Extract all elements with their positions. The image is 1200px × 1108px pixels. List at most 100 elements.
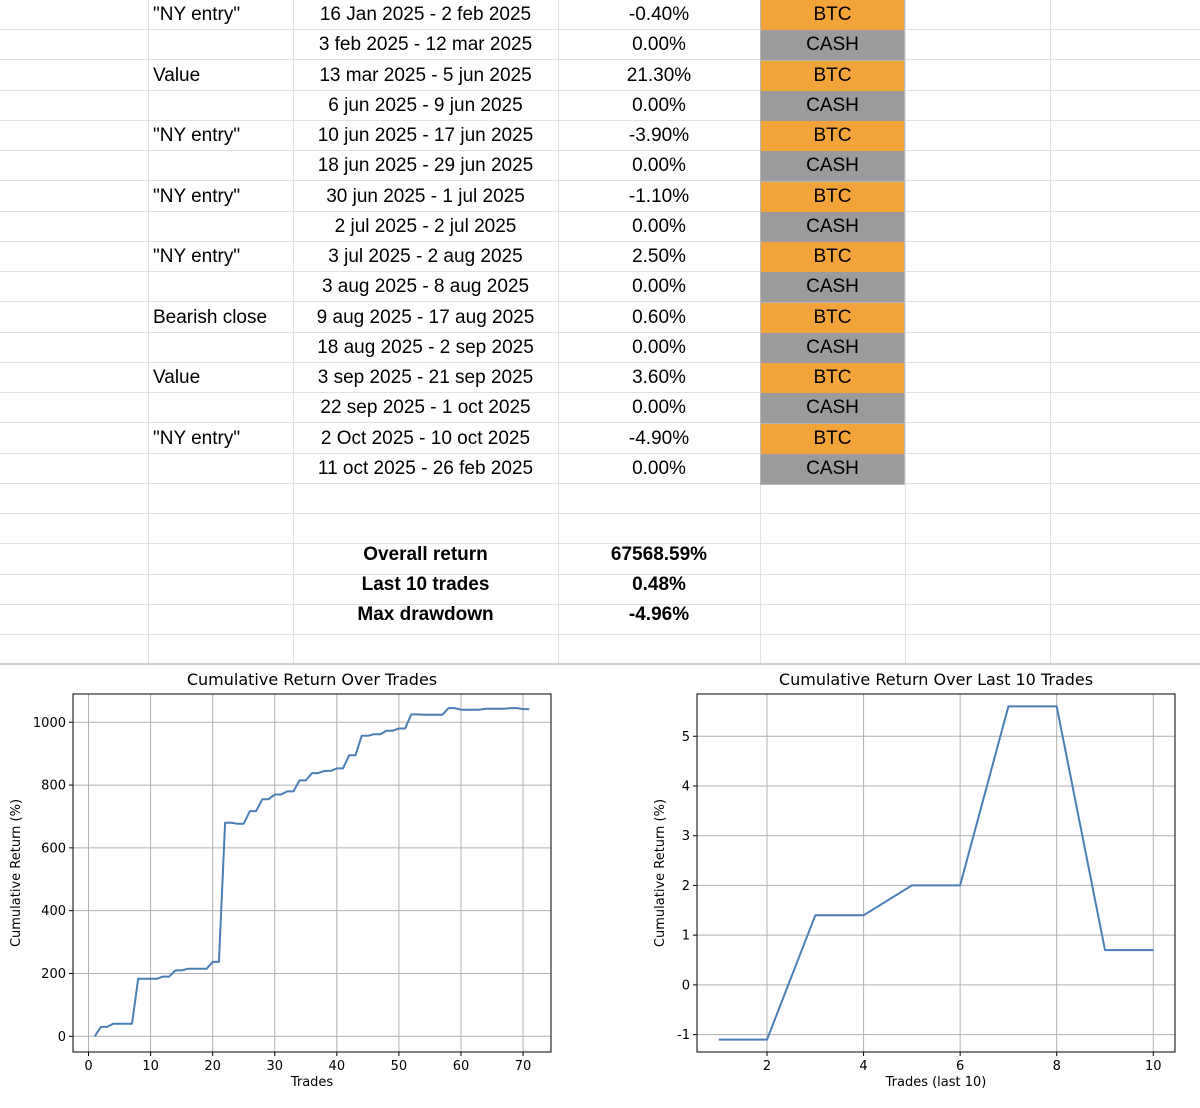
asset-cell[interactable]: CASH [760,30,905,61]
row-divider [0,29,1200,30]
row-divider [0,574,1200,575]
summary-label[interactable]: Last 10 trades [361,574,490,595]
strategy-cell[interactable]: Value [153,367,201,388]
row-divider [0,211,1200,212]
x-tick-label: 10 [142,1059,159,1074]
period-cell[interactable]: 16 Jan 2025 - 2 feb 2025 [319,4,532,25]
period-cell[interactable]: 2 Oct 2025 - 10 oct 2025 [320,428,531,449]
period-cell[interactable]: 22 sep 2025 - 1 oct 2025 [320,397,531,418]
asset-cell[interactable]: BTC [760,424,905,455]
summary-label[interactable]: Max drawdown [357,604,494,625]
asset-cell[interactable]: CASH [760,454,905,485]
return-cell[interactable]: 2.50% [632,246,686,267]
return-cell[interactable]: 0.00% [632,397,686,418]
x-tick-label: 2 [763,1059,771,1074]
period-cell[interactable]: 13 mar 2025 - 5 jun 2025 [319,65,532,86]
asset-cell[interactable]: BTC [760,363,905,394]
plot-frame [696,693,1176,1053]
y-tick-label: 5 [682,730,690,745]
x-tick-label: 30 [266,1059,283,1074]
return-cell[interactable]: 3.60% [632,367,686,388]
period-cell[interactable]: 3 jul 2025 - 2 aug 2025 [328,246,523,267]
row-divider [0,332,1200,333]
period-cell[interactable]: 11 oct 2025 - 26 feb 2025 [317,458,534,479]
return-cell[interactable]: 0.00% [632,276,686,297]
row-divider [0,362,1200,363]
plot-frame [72,693,552,1053]
row-divider [0,543,1200,544]
x-tick-label: 10 [1145,1059,1162,1074]
chart-title: Cumulative Return Over Trades [187,670,437,689]
y-tick-label: 3 [682,829,690,844]
sheet-chart-divider [0,663,1200,665]
y-tick-label: 2 [682,879,690,894]
row-divider [0,422,1200,423]
asset-cell[interactable]: BTC [760,303,905,334]
asset-cell[interactable]: CASH [760,272,905,303]
return-cell[interactable]: 0.00% [632,216,686,237]
return-cell[interactable]: -3.90% [628,125,690,146]
x-tick-label: 50 [391,1059,408,1074]
return-cell[interactable]: 21.30% [626,65,692,86]
summary-value[interactable]: 67568.59% [610,544,708,565]
return-cell[interactable]: -0.40% [628,4,690,25]
y-tick-label: 200 [41,967,66,982]
y-tick-label: 800 [41,779,66,794]
x-tick-label: 0 [84,1059,92,1074]
row-divider [0,301,1200,302]
chart-title: Cumulative Return Over Last 10 Trades [779,670,1093,689]
return-cell[interactable]: -1.10% [628,186,690,207]
y-tick-label: 1000 [33,716,66,731]
return-cell[interactable]: 0.00% [632,155,686,176]
asset-cell[interactable]: BTC [760,182,905,213]
asset-cell[interactable]: CASH [760,212,905,243]
strategy-cell[interactable]: "NY entry" [153,186,241,207]
asset-cell[interactable]: BTC [760,242,905,273]
charts-svg: 0 10 20 30 40 50 60 7002004006008001000Cumulati… [9,670,1176,1090]
summary-value[interactable]: 0.48% [632,574,686,595]
asset-cell[interactable]: BTC [760,121,905,152]
return-cell[interactable]: 0.00% [632,337,686,358]
x-tick-label: 20 [204,1059,221,1074]
strategy-cell[interactable]: "NY entry" [153,246,241,267]
period-cell[interactable]: 2 jul 2025 - 2 jul 2025 [334,216,517,237]
return-cell[interactable]: -4.90% [628,428,690,449]
column-divider [1050,0,1051,663]
strategy-cell[interactable]: "NY entry" [153,428,241,449]
y-tick-label: 600 [41,841,66,856]
period-cell[interactable]: 9 aug 2025 - 17 aug 2025 [316,307,535,328]
period-cell[interactable]: 6 jun 2025 - 9 jun 2025 [328,95,523,116]
summary-value[interactable]: -4.96% [628,604,690,625]
row-divider [0,241,1200,242]
asset-cell[interactable]: CASH [760,151,905,182]
summary-label[interactable]: Overall return [363,544,488,565]
period-cell[interactable]: 3 aug 2025 - 8 aug 2025 [321,276,530,297]
return-cell[interactable]: 0.00% [632,458,686,479]
strategy-cell[interactable]: "NY entry" [153,125,241,146]
asset-cell[interactable]: CASH [760,393,905,424]
period-cell[interactable]: 10 jun 2025 - 17 jun 2025 [317,125,534,146]
y-tick-label: 0 [682,978,690,993]
asset-cell[interactable]: BTC [760,0,905,31]
period-cell[interactable]: 30 jun 2025 - 1 jul 2025 [326,186,525,207]
return-cell[interactable]: 0.00% [632,34,686,55]
row-divider [0,392,1200,393]
asset-cell[interactable]: CASH [760,91,905,122]
column-divider [148,0,149,663]
strategy-cell[interactable]: Bearish close [153,307,268,328]
column-divider [905,0,906,663]
return-cell[interactable]: 0.00% [632,95,686,116]
y-tick-label: -1 [677,1028,690,1043]
y-tick-label: 0 [58,1030,66,1045]
period-cell[interactable]: 3 sep 2025 - 21 sep 2025 [317,367,534,388]
period-cell[interactable]: 3 feb 2025 - 12 mar 2025 [318,34,533,55]
asset-cell[interactable]: BTC [760,61,905,92]
asset-cell[interactable]: CASH [760,333,905,364]
strategy-cell[interactable]: "NY entry" [153,4,241,25]
period-cell[interactable]: 18 jun 2025 - 29 jun 2025 [317,155,534,176]
strategy-cell[interactable]: Value [153,65,201,86]
x-axis-label: Trades (last 10) [885,1075,987,1090]
return-cell[interactable]: 0.60% [632,307,686,328]
row-divider [0,271,1200,272]
period-cell[interactable]: 18 aug 2025 - 2 sep 2025 [317,337,534,358]
